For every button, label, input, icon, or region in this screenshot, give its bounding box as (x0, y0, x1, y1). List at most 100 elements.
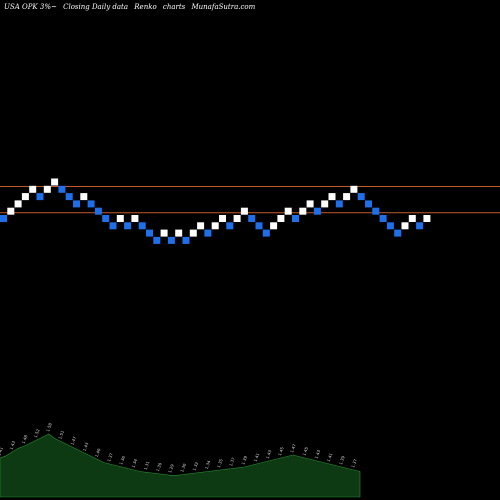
volume-area (0, 433, 361, 498)
renko-brick-down (226, 222, 234, 230)
volume-label: 1.58 (45, 422, 53, 433)
volume-label: 1.43 (314, 449, 322, 460)
renko-brick-up (43, 185, 51, 193)
renko-brick-down (109, 222, 117, 230)
reference-lines (0, 186, 500, 214)
volume-label: 1.41 (0, 446, 4, 457)
renko-bricks (0, 178, 431, 244)
renko-brick-up (328, 193, 336, 201)
volume-label: 1.43 (8, 440, 16, 451)
renko-brick-up (29, 185, 37, 193)
renko-brick-up (233, 215, 241, 222)
volume-label: 1.37 (106, 452, 114, 463)
renko-brick-down (36, 193, 44, 201)
renko-brick-up (175, 229, 183, 237)
renko-brick-up (211, 222, 219, 230)
renko-brick-up (408, 215, 416, 222)
renko-brick-down (372, 207, 380, 215)
volume-label: 1.37 (228, 456, 236, 467)
renko-brick-down (365, 200, 372, 208)
renko-brick-up (270, 222, 278, 230)
volume-label: 1.52 (33, 428, 41, 439)
volume-label: 1.32 (191, 461, 199, 472)
renko-brick-down (167, 236, 175, 244)
volume-label: 1.43 (265, 449, 273, 460)
renko-brick-up (401, 222, 409, 230)
renko-brick-up (284, 207, 292, 215)
renko-brick-down (182, 236, 190, 244)
renko-brick-down (65, 193, 73, 201)
renko-brick-up (343, 193, 351, 201)
renko-brick-down (0, 215, 7, 222)
source-label: MunafaSutra.com (191, 3, 256, 11)
renko-brick-up (160, 229, 168, 237)
renko-brick-up (14, 200, 22, 208)
renko-brick-up (321, 200, 329, 208)
renko-brick-up (423, 215, 431, 222)
charts-label: charts (162, 3, 186, 11)
renko-brick-down (138, 222, 146, 230)
renko-brick-down (204, 229, 212, 237)
volume-label: 1.39 (240, 455, 248, 466)
renko-brick-down (248, 215, 256, 222)
renko-brick-down (386, 222, 394, 230)
volume-label: 1.31 (143, 460, 151, 471)
volume-label: 1.34 (204, 459, 212, 470)
volume-label: 1.30 (179, 462, 187, 473)
renko-brick-up (51, 178, 59, 186)
renko-brick-up (116, 215, 124, 222)
renko-brick-up (219, 215, 226, 222)
renko-brick-up (21, 193, 29, 201)
renko-brick-up (197, 222, 205, 230)
renko-brick-down (153, 236, 161, 244)
chart-style-label: Renko (134, 3, 157, 11)
renko-brick-down (262, 229, 270, 237)
volume-label: 1.51 (57, 429, 65, 440)
renko-brick-down (292, 215, 299, 222)
volume-panel: 1.41 1.43 1.48 1.52 1.58 1.51 1.47 1.43 1.40 1.37… (0, 422, 361, 498)
volume-label: 1.30 (155, 462, 163, 473)
volume-label: 1.47 (69, 435, 77, 446)
renko-brick-up (306, 200, 314, 208)
volume-label: 1.39 (338, 455, 346, 466)
renko-brick-up (80, 193, 88, 201)
chart-header: USA OPK 3%~ Closing Daily data Renko cha… (4, 3, 259, 11)
renko-brick-up (350, 185, 358, 193)
renko-brick-down (124, 222, 132, 230)
renko-brick-up (189, 229, 197, 237)
volume-label: 1.36 (118, 455, 126, 466)
volume-label: 1.41 (326, 452, 334, 463)
volume-label: 1.43 (82, 441, 90, 452)
renko-brick-down (255, 222, 263, 230)
volume-label: 1.35 (216, 458, 224, 469)
volume-label: 1.41 (253, 452, 261, 463)
renko-brick-down (416, 222, 424, 230)
renko-brick-down (313, 207, 321, 215)
renko-brick-down (394, 229, 402, 237)
renko-brick-down (335, 200, 343, 208)
renko-brick-up (277, 215, 285, 222)
volume-label: 1.48 (21, 434, 29, 445)
renko-brick-up (131, 215, 139, 222)
data-type-label: Closing Daily data (63, 3, 129, 11)
renko-brick-down (87, 200, 95, 208)
volume-label: 1.37 (350, 458, 358, 469)
ticker-label: USA OPK 3%~ (4, 3, 57, 11)
renko-brick-down (146, 229, 153, 237)
volume-label: 1.29 (167, 463, 175, 474)
volume-label: 1.40 (94, 447, 102, 458)
renko-brick-down (73, 200, 80, 208)
renko-brick-down (357, 193, 365, 201)
renko-brick-up (240, 207, 248, 215)
volume-label: 1.47 (289, 443, 297, 454)
volume-label: 1.34 (130, 458, 138, 469)
volume-label: 1.45 (277, 446, 285, 457)
renko-brick-up (299, 207, 307, 215)
renko-brick-up (7, 207, 15, 215)
renko-brick-down (94, 207, 102, 215)
renko-brick-down (102, 215, 110, 222)
renko-brick-down (379, 215, 387, 222)
volume-label: 1.45 (301, 446, 309, 457)
renko-brick-down (58, 185, 66, 193)
